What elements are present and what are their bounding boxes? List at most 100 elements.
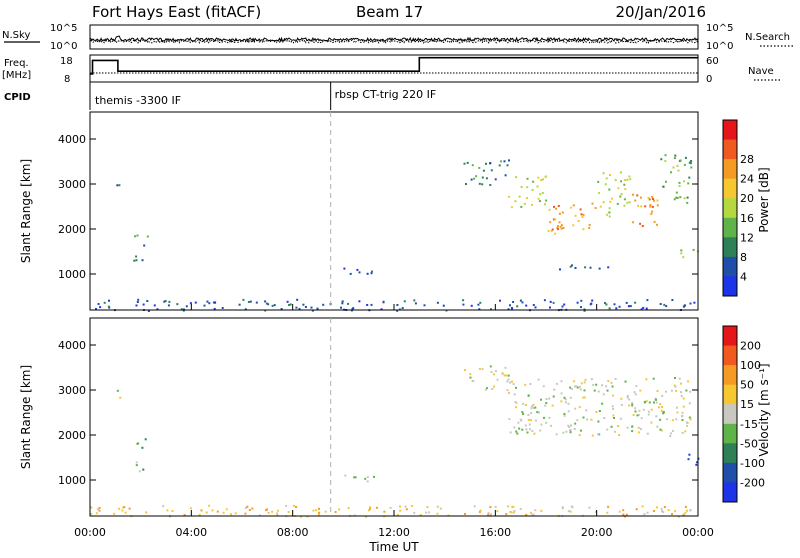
velocity-colorbar-label: Velocity [m s⁻¹]: [757, 363, 771, 456]
data-cell: [626, 201, 629, 204]
data-cell: [338, 508, 341, 511]
data-cell: [487, 512, 490, 515]
data-cell: [244, 507, 247, 510]
data-cell: [658, 406, 660, 409]
data-cell: [598, 410, 601, 412]
data-cell: [601, 384, 604, 387]
data-cell: [561, 211, 564, 214]
data-cell: [606, 511, 609, 514]
data-cell: [287, 511, 290, 513]
data-cell: [640, 196, 642, 199]
data-cell: [389, 506, 392, 509]
data-cell: [572, 204, 575, 207]
data-cell: [619, 417, 622, 420]
power-axis: 1000 2000 3000 4000: [58, 133, 699, 310]
data-cell: [602, 393, 605, 396]
data-cell: [464, 369, 466, 372]
data-cell: [529, 511, 532, 514]
data-cell: [96, 508, 99, 511]
data-cell: [608, 215, 611, 218]
data-cell: [645, 378, 648, 381]
data-cell: [650, 421, 653, 424]
data-cell: [563, 414, 566, 417]
data-cell: [568, 429, 571, 432]
data-cell: [670, 171, 672, 174]
data-cell: [134, 235, 137, 238]
data-cell: [607, 505, 610, 508]
data-cell: [612, 408, 615, 410]
data-cell: [673, 384, 676, 387]
colorbar-segment: [723, 482, 737, 503]
data-cell: [682, 513, 685, 516]
data-cell: [554, 232, 557, 235]
data-cell: [591, 299, 594, 302]
data-cell: [552, 395, 555, 398]
data-cell: [216, 510, 219, 513]
data-cell: [137, 298, 140, 301]
data-cell: [540, 509, 543, 512]
data-cell: [611, 385, 614, 388]
data-cell: [634, 301, 637, 304]
data-cell: [404, 505, 407, 508]
velocity-data-layer: [90, 365, 700, 518]
data-cell: [637, 431, 640, 434]
data-cell: [545, 175, 547, 178]
data-cell: [656, 223, 658, 226]
data-cell: [477, 303, 480, 306]
data-cell: [623, 179, 626, 182]
data-cell: [628, 201, 631, 204]
data-cell: [537, 176, 540, 179]
data-cell: [489, 506, 492, 509]
data-cell: [485, 177, 488, 180]
data-cell: [531, 203, 533, 206]
freq-left-tick-top: 18: [60, 56, 73, 67]
data-cell: [396, 514, 399, 516]
data-cell: [638, 409, 641, 412]
data-cell: [347, 302, 350, 305]
nsky-label: N.Sky: [2, 30, 30, 41]
data-cell: [574, 422, 577, 425]
colorbar-tick-label: -200: [740, 476, 765, 489]
data-cell: [557, 225, 559, 228]
data-cell: [578, 434, 581, 437]
data-cell: [469, 373, 472, 376]
data-cell: [293, 504, 296, 507]
data-cell: [618, 305, 621, 308]
data-cell: [322, 303, 325, 306]
data-cell: [654, 398, 657, 401]
data-cell: [689, 302, 692, 305]
freq-left-tick-bottom: 8: [64, 74, 70, 85]
data-cell: [656, 390, 659, 392]
data-cell: [578, 385, 581, 388]
freq-panel-frame: [89, 54, 699, 83]
data-cell: [470, 304, 473, 307]
data-cell: [295, 506, 298, 508]
data-cell: [680, 391, 682, 394]
data-cell: [675, 196, 678, 199]
data-cell: [583, 396, 586, 399]
data-cell: [527, 414, 530, 416]
data-cell: [671, 299, 674, 301]
data-cell: [118, 507, 121, 510]
data-cell: [113, 512, 116, 515]
data-cell: [574, 214, 577, 217]
data-cell: [343, 267, 346, 270]
data-cell: [414, 302, 417, 305]
data-cell: [211, 509, 214, 512]
data-cell: [479, 301, 482, 304]
data-cell: [636, 194, 639, 197]
data-cell: [568, 426, 571, 428]
data-cell: [358, 271, 361, 274]
data-cell: [383, 510, 386, 513]
data-cell: [310, 306, 313, 309]
data-cell: [687, 380, 690, 383]
data-cell: [515, 386, 517, 389]
data-cell: [413, 511, 416, 514]
data-cell: [470, 178, 473, 181]
data-cell: [225, 508, 228, 511]
data-cell: [667, 509, 670, 512]
data-cell: [107, 305, 110, 308]
data-cell: [354, 476, 357, 479]
data-cell: [576, 386, 579, 389]
data-cell: [650, 408, 653, 411]
